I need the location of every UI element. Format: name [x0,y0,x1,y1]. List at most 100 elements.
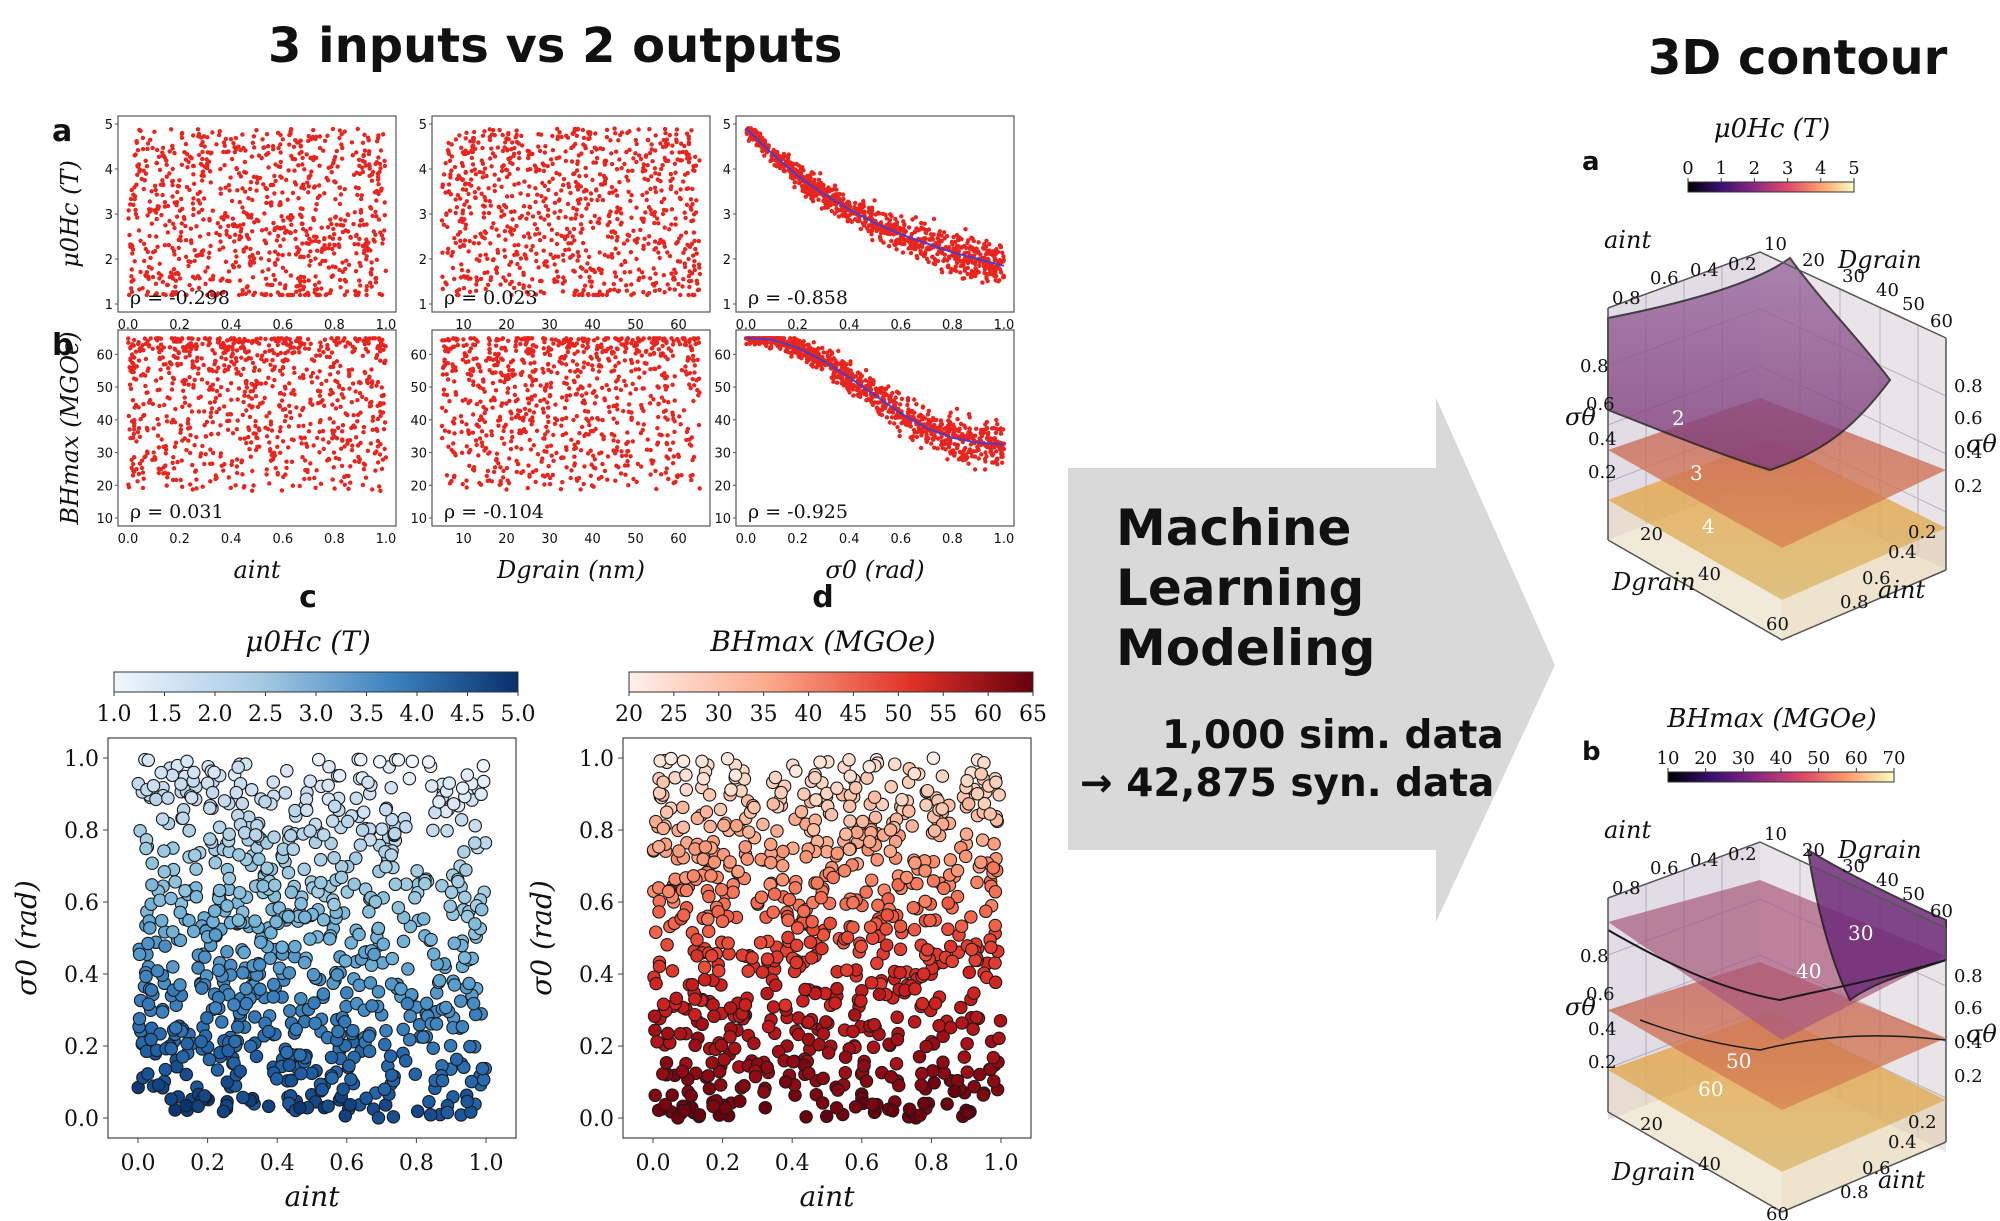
data-point [327,416,333,421]
x-tick-label: 40 [584,532,601,547]
data-point [229,459,235,464]
data-point [489,164,494,169]
data-point [469,155,475,161]
data-point [613,478,618,483]
data-point [264,467,269,472]
data-point [209,406,215,411]
data-point [369,367,374,372]
data-point [762,153,767,158]
data-point [549,453,554,458]
data-point [340,229,345,235]
x-tick-label: 0.2 [169,318,190,333]
data-point [497,127,502,133]
data-point [519,143,525,148]
data-point [453,197,458,202]
data-point [655,426,660,431]
data-point [618,471,624,476]
data-point [205,135,210,140]
data-point [653,246,659,251]
data-point [186,263,191,269]
data-point [520,369,525,375]
data-point [494,227,499,232]
data-point [458,275,464,280]
data-point [356,242,361,247]
data-point [199,207,205,212]
data-point [484,473,489,479]
data-point [236,386,242,391]
data-point [664,208,669,213]
data-point [954,268,959,274]
data-point [373,280,379,285]
data-point [509,279,514,284]
data-point [205,265,210,270]
data-point [337,383,342,388]
y-tick-label: 3 [419,208,427,223]
data-point [346,262,352,267]
data-point [262,211,267,216]
data-point [238,174,244,179]
data-point [170,460,175,465]
data-point [196,337,201,342]
data-point [480,161,486,166]
data-point [578,222,584,227]
data-point [636,267,642,272]
data-point [356,459,362,464]
data-point [348,464,353,469]
data-point [505,376,511,382]
data-point [644,190,649,195]
data-point [356,454,361,460]
data-point [189,409,195,414]
data-point [551,341,556,346]
data-point [165,395,170,400]
data-point [463,222,469,227]
data-point [689,128,694,133]
data-point [457,133,462,138]
data-point [515,408,521,413]
data-point [657,364,662,370]
data-point [183,355,188,360]
data-point [260,353,265,358]
data-point [645,437,650,442]
data-point [160,279,166,285]
data-point [487,127,492,132]
data-point [248,263,253,268]
data-point [674,132,679,137]
data-point [597,193,602,199]
data-point [140,372,146,377]
data-point [648,352,653,357]
data-point [593,160,599,165]
data-point [232,222,237,227]
data-point [376,217,382,222]
data-point [544,424,549,429]
data-point [499,168,505,174]
data-point [563,158,569,164]
data-point [378,409,383,414]
data-point [609,185,615,190]
data-point [297,279,303,284]
data-point [564,226,570,231]
data-point [528,248,534,253]
data-point [211,450,216,456]
arrow-line1: Machine [1116,499,1351,557]
data-point [255,250,261,256]
data-point [544,449,549,454]
data-point [266,343,272,348]
data-point [582,283,588,288]
data-point [226,344,231,349]
data-point [799,183,805,189]
data-point [463,136,468,141]
data-point [208,180,213,185]
y-tick-label: 10 [410,512,427,527]
data-point [280,439,286,444]
data-point [482,194,487,200]
data-point [333,378,338,383]
data-point [527,184,532,189]
data-point [683,247,688,252]
data-point [973,259,978,264]
data-point [187,187,192,193]
data-point [272,277,278,282]
data-point [627,147,632,152]
data-point [973,273,978,279]
x-tick-label: 0.6 [272,532,293,547]
data-point [266,150,271,156]
